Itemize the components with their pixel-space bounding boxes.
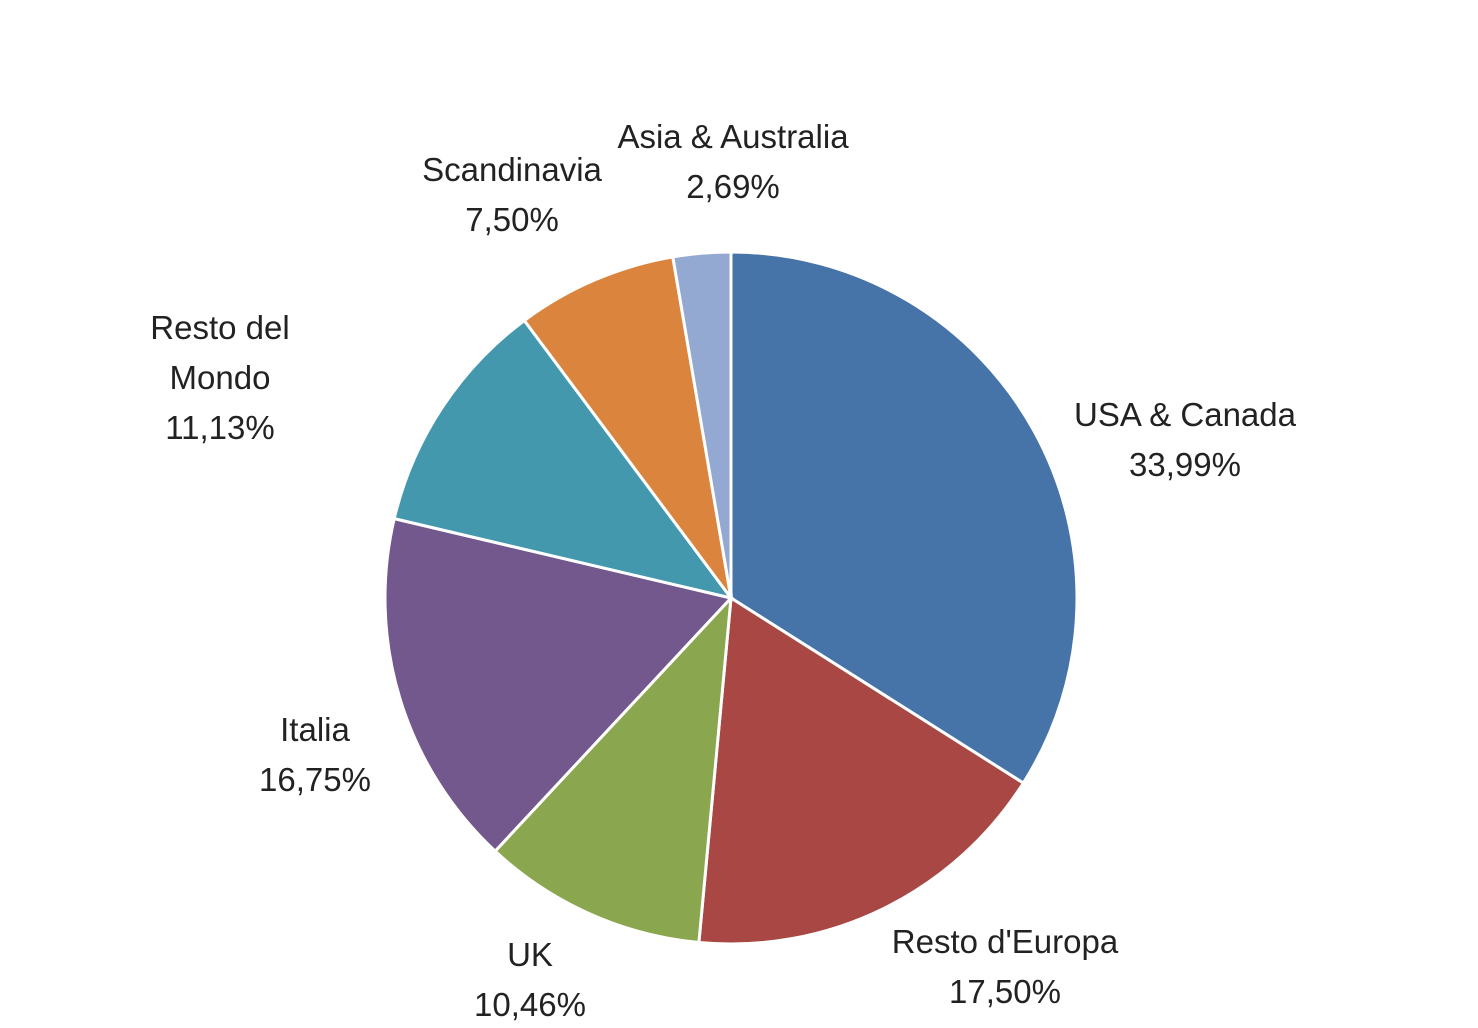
slice-label: Resto d'Europa 17,50% (892, 917, 1118, 1017)
value-label: 10,46% (474, 986, 586, 1023)
category-name: Resto d'Europa (891, 923, 1119, 960)
value-label: 33,99% (1129, 446, 1241, 483)
pie-slice (493, 593, 733, 945)
pie-slice (383, 516, 734, 854)
value-label: 16,75% (259, 761, 371, 798)
pie-slice (392, 318, 735, 601)
pie-slice (522, 255, 733, 599)
category-name: Asia & Australia (617, 118, 849, 155)
slice-label: USA & Canada 33,99% (1074, 390, 1296, 490)
category-name: Scandinavia (422, 151, 602, 188)
category-name: UK (507, 936, 553, 973)
value-label: 11,13% (165, 409, 275, 446)
value-label: 7,50% (465, 201, 559, 238)
pie-slice (697, 595, 1026, 946)
category-name: Italia (280, 711, 350, 748)
slice-label: UK 10,46% (474, 930, 586, 1028)
category-name: USA & Canada (1074, 396, 1296, 433)
category-name: Resto del Mondo (150, 309, 290, 396)
pie-slice (729, 250, 1079, 786)
pie-slice (671, 250, 733, 599)
slice-label: Resto del Mondo 11,13% (130, 303, 310, 453)
value-label: 17,50% (949, 973, 1061, 1010)
slice-label: Scandinavia 7,50% (422, 145, 602, 245)
slice-label: Asia & Australia 2,69% (617, 112, 848, 212)
value-label: 2,69% (686, 168, 780, 205)
slice-label: Italia 16,75% (259, 705, 371, 805)
